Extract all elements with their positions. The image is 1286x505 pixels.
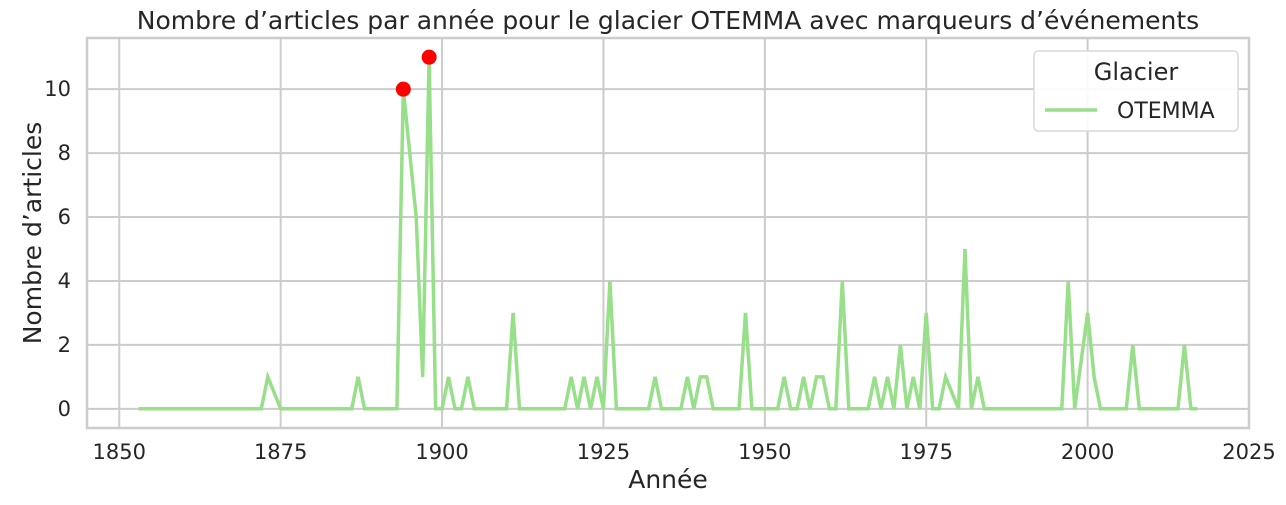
y-tick-label: 10 <box>44 77 71 101</box>
y-tick-label: 0 <box>58 397 71 421</box>
x-tick-label: 1975 <box>899 440 952 464</box>
x-tick-label: 1925 <box>577 440 630 464</box>
x-tick-label: 1950 <box>738 440 791 464</box>
x-tick-label: 1900 <box>415 440 468 464</box>
legend: Glacier OTEMMA <box>1033 50 1239 132</box>
chart-title: Nombre d’articles par année pour le glac… <box>137 6 1199 35</box>
y-tick-label: 4 <box>58 269 71 293</box>
plot-frame <box>85 36 1251 430</box>
x-tick-label: 2000 <box>1061 440 1114 464</box>
x-tick-label: 2025 <box>1222 440 1275 464</box>
series-line-otemma <box>138 57 1198 411</box>
y-tick-label: 8 <box>58 141 71 165</box>
x-tick-label: 1850 <box>93 440 146 464</box>
series-layer <box>138 57 1198 411</box>
event-marker <box>395 81 411 97</box>
y-axis-label: Nombre d’articles <box>18 122 47 345</box>
x-tick-label: 1875 <box>254 440 307 464</box>
x-tick-labels: 1850 1875 1900 1925 1950 1975 2000 2025 <box>93 440 1276 464</box>
x-axis-label: Année <box>628 465 708 494</box>
y-tick-labels: 0 2 4 6 8 10 <box>44 77 71 421</box>
legend-title: Glacier <box>1094 58 1179 86</box>
y-tick-label: 2 <box>58 333 71 357</box>
event-marker <box>421 49 437 65</box>
legend-label: OTEMMA <box>1117 99 1215 124</box>
event-markers <box>395 49 437 97</box>
y-tick-label: 6 <box>58 205 71 229</box>
